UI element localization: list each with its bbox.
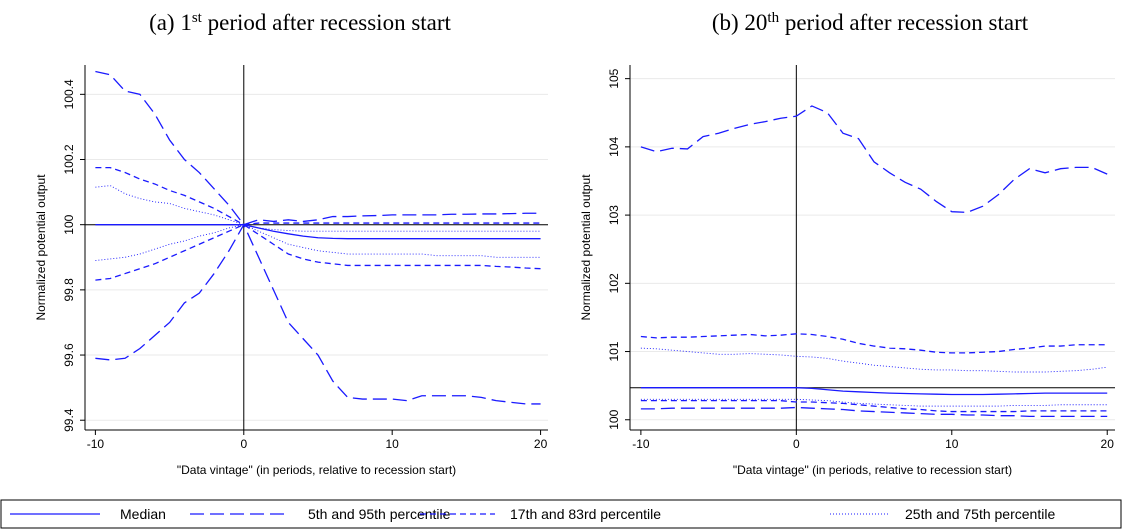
- y-tick-label: 99.8: [62, 278, 76, 302]
- series-line: [95, 224, 541, 261]
- y-tick-label: 103: [607, 205, 621, 225]
- y-tick-label: 100.4: [62, 79, 76, 109]
- legend-label: Median: [120, 506, 166, 522]
- series-line: [640, 387, 1108, 396]
- y-axis-label: Normalized potential output: [34, 174, 48, 321]
- series-line: [640, 347, 1108, 373]
- legend-label: 5th and 95th percentile: [308, 506, 451, 522]
- y-tick-label: 99.6: [62, 343, 76, 367]
- legend-label: 17th and 83rd percentile: [510, 506, 661, 522]
- series-line: [640, 105, 1108, 214]
- y-tick-label: 104: [607, 137, 621, 157]
- series-line: [95, 167, 541, 226]
- x-tick-label: 0: [240, 437, 247, 451]
- y-tick-label: 100: [62, 214, 76, 234]
- series-line: [640, 406, 1108, 418]
- y-tick-label: 105: [607, 68, 621, 88]
- x-tick-label: 10: [945, 437, 959, 451]
- y-tick-label: 102: [607, 273, 621, 293]
- chart-title: (a) 1st period after recession start: [149, 10, 451, 35]
- series-line: [95, 223, 541, 281]
- x-tick-label: 0: [793, 437, 800, 451]
- y-tick-label: 100.2: [62, 144, 76, 174]
- title-part: period after recession start: [779, 10, 1029, 35]
- title-part: (a) 1: [149, 10, 192, 35]
- y-tick-label: 100: [607, 409, 621, 429]
- title-superscript: th: [767, 10, 779, 26]
- series-line: [640, 400, 1108, 413]
- x-axis-label: "Data vintage" (in periods, relative to …: [733, 463, 1012, 477]
- x-tick-label: 20: [1101, 437, 1115, 451]
- x-tick-label: -10: [87, 437, 105, 451]
- title-superscript: st: [192, 10, 203, 26]
- y-tick-label: 101: [607, 341, 621, 361]
- title-part: period after recession start: [202, 10, 452, 35]
- series-line: [640, 398, 1108, 407]
- series-line: [95, 70, 541, 226]
- y-axis-label: Normalized potential output: [579, 174, 593, 321]
- series-line: [95, 224, 541, 240]
- series-line: [95, 223, 541, 405]
- x-tick-label: 20: [534, 437, 548, 451]
- y-tick-label: 99.4: [62, 408, 76, 432]
- legend-box: [0, 499, 1122, 529]
- x-tick-label: 10: [386, 437, 400, 451]
- legend-label: 25th and 75th percentile: [905, 506, 1055, 522]
- x-tick-label: -10: [632, 437, 650, 451]
- title-part: (b) 20: [712, 10, 768, 35]
- series-line: [640, 333, 1108, 354]
- chart-title: (b) 20th period after recession start: [712, 10, 1029, 35]
- x-axis-label: "Data vintage" (in periods, relative to …: [177, 463, 456, 477]
